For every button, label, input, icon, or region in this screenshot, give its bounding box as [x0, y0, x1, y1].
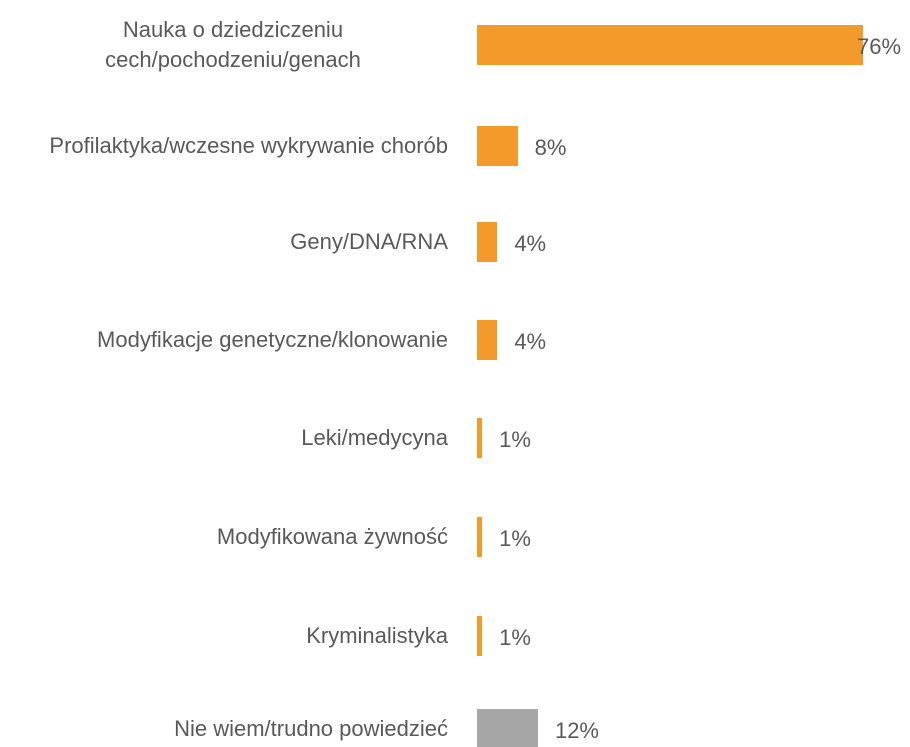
value-label: 4% — [514, 231, 547, 256]
category-text: Leki/medycyna — [301, 425, 448, 450]
category-label: Kryminalistyka — [8, 621, 448, 651]
category-text: Modyfikacje genetyczne/klonowanie — [97, 327, 448, 352]
bar — [477, 517, 483, 557]
bar — [477, 709, 538, 747]
value-label: 1% — [499, 526, 531, 551]
bar — [477, 25, 864, 65]
value-label: 76% — [857, 34, 902, 59]
category-label: Profilaktyka/wczesne wykrywanie chorób — [8, 131, 448, 161]
bar — [477, 616, 483, 656]
bar — [477, 418, 483, 458]
category-label: Leki/medycyna — [8, 423, 448, 453]
bar — [477, 222, 498, 262]
value-label: 1% — [499, 427, 531, 452]
category-text: Nie wiem/trudno powiedzieć — [174, 716, 448, 741]
bar — [477, 126, 518, 166]
category-label: Nauka o dziedziczeniu cech/pochodzeniu/g… — [8, 15, 448, 75]
category-text: Profilaktyka/wczesne wykrywanie chorób — [49, 133, 448, 158]
value-label: 4% — [514, 329, 547, 354]
value-label: 1% — [499, 625, 531, 650]
category-label: Modyfikacje genetyczne/klonowanie — [8, 325, 448, 355]
category-label: Nie wiem/trudno powiedzieć — [8, 714, 448, 744]
value-label: 12% — [554, 718, 599, 743]
value-label: 8% — [534, 135, 567, 160]
category-text: Modyfikowana żywność — [216, 524, 448, 549]
category-label: Geny/DNA/RNA — [8, 227, 448, 257]
category-text: Kryminalistyka — [306, 623, 448, 648]
category-text: Geny/DNA/RNA — [290, 229, 448, 254]
bar — [477, 320, 498, 360]
category-label: Modyfikowana żywność — [8, 522, 448, 552]
category-text: Nauka o dziedziczeniu cech/pochodzeniu/g… — [105, 17, 361, 72]
